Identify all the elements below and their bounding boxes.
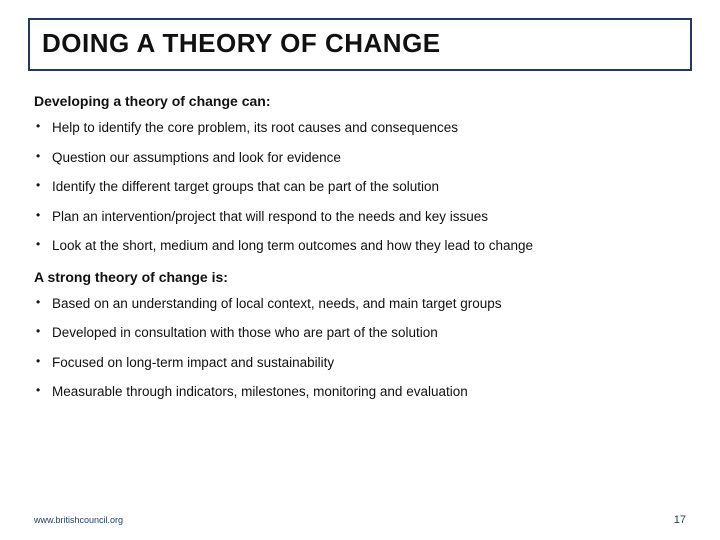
footer-url: www.britishcouncil.org xyxy=(34,515,123,525)
list-item: Help to identify the core problem, its r… xyxy=(34,119,692,137)
slide: DOING A THEORY OF CHANGE Developing a th… xyxy=(0,0,720,540)
page-number: 17 xyxy=(674,514,686,526)
list-item: Plan an intervention/project that will r… xyxy=(34,208,692,226)
section-1-heading: Developing a theory of change can: xyxy=(28,93,692,109)
section-2-heading: A strong theory of change is: xyxy=(28,269,692,285)
list-item: Based on an understanding of local conte… xyxy=(34,295,692,313)
list-item: Question our assumptions and look for ev… xyxy=(34,149,692,167)
list-item: Developed in consultation with those who… xyxy=(34,324,692,342)
list-item: Look at the short, medium and long term … xyxy=(34,237,692,255)
slide-title: DOING A THEORY OF CHANGE xyxy=(42,28,678,59)
section-2-list: Based on an understanding of local conte… xyxy=(28,295,692,401)
footer: www.britishcouncil.org 17 xyxy=(0,514,720,526)
title-box: DOING A THEORY OF CHANGE xyxy=(28,18,692,71)
section-1: Developing a theory of change can: Help … xyxy=(28,93,692,255)
section-2: A strong theory of change is: Based on a… xyxy=(28,269,692,401)
list-item: Measurable through indicators, milestone… xyxy=(34,383,692,401)
list-item: Focused on long-term impact and sustaina… xyxy=(34,354,692,372)
list-item: Identify the different target groups tha… xyxy=(34,178,692,196)
section-1-list: Help to identify the core problem, its r… xyxy=(28,119,692,255)
